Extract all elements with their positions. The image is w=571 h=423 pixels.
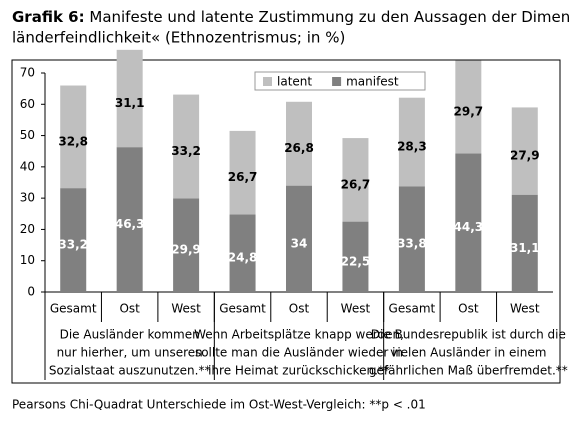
footnote: Pearsons Chi-Quadrat Unterschiede im Ost… [12,398,426,412]
bar-segment [511,107,538,195]
group-label: Wenn Arbeitsplätze knapp werden, [194,328,404,342]
x-tick-label: West [171,302,201,316]
y-tick-label: 0 [27,285,35,299]
x-tick-label: Gesamt [219,302,266,316]
bar-segment [60,188,87,292]
bar-segment [116,49,143,148]
value-label: 31,1 [115,96,145,110]
value-label: 22,5 [341,254,371,268]
bar-segment [60,85,87,189]
value-label: 46,3 [115,217,145,231]
legend-swatch [332,77,342,86]
group-label: gefährlichen Maß überfremdet.** [369,364,568,378]
bar-segment [398,186,425,292]
bar-segment [229,214,256,292]
value-label: 31,1 [510,241,540,255]
bar-segment [286,185,312,292]
x-tick-label: Ost [289,302,310,316]
x-tick-label: West [510,302,540,316]
value-label: 28,3 [397,139,427,153]
value-label: 29,7 [454,104,484,118]
bar-segment [286,101,312,186]
group-label: Sozialstaat auszunutzen.** [49,364,211,378]
legend-label: latent [277,75,312,89]
x-tick-label: Ost [458,302,479,316]
title-label: Grafik 6: [12,8,85,26]
group-label: Die Ausländer kommen [60,328,200,342]
chart-title: Grafik 6: Manifeste und latente Zustimmu… [12,8,571,26]
y-tick-label: 70 [20,66,35,80]
group-label: sollte man die Ausländer wieder in [195,346,403,360]
legend-label: manifest [346,75,399,89]
value-label: 34 [291,236,308,250]
bar-segment [455,153,482,292]
bar-segment [511,194,538,292]
group-label: ihre Heimat zurückschicken.** [208,364,390,378]
value-label: 27,9 [510,149,540,163]
bar-segment [229,130,256,215]
bar-segment [173,198,200,292]
y-tick-label: 20 [20,222,35,236]
bar-segment [455,60,482,154]
x-tick-label: Ost [119,302,140,316]
group-label: vielen Ausländer in einem [390,346,546,360]
value-label: 33,8 [397,237,427,251]
value-label: 26,7 [341,177,371,191]
x-tick-label: Gesamt [389,302,436,316]
group-label: nur hierher, um unseren [57,346,203,360]
bar-segment [342,138,369,222]
value-label: 33,2 [171,144,201,158]
bar-segment [173,94,200,199]
x-tick-label: West [341,302,371,316]
value-label: 33,2 [58,238,88,252]
y-tick-label: 30 [20,191,35,205]
chart-title: länderfeindlichkeit« (Ethnozentrismus; i… [12,29,345,47]
title-line: Manifeste und latente Zustimmung zu den … [89,8,571,26]
value-label: 24,8 [228,251,258,265]
y-tick-label: 60 [20,97,35,111]
value-label: 44,3 [454,220,484,234]
x-tick-label: Gesamt [50,302,97,316]
bar-segment [342,221,369,292]
legend-swatch [263,77,272,86]
y-tick-label: 50 [20,128,35,142]
bar-segment [398,97,425,187]
y-tick-label: 10 [20,253,35,267]
value-label: 26,8 [284,141,314,155]
bar-segment [116,147,143,292]
value-label: 32,8 [58,134,88,148]
value-label: 26,7 [228,170,258,184]
group-label: Die Bundesrepublik ist durch die [371,328,566,342]
chart-frame [11,59,561,384]
y-tick-label: 40 [20,159,35,173]
value-label: 29,9 [171,243,201,257]
